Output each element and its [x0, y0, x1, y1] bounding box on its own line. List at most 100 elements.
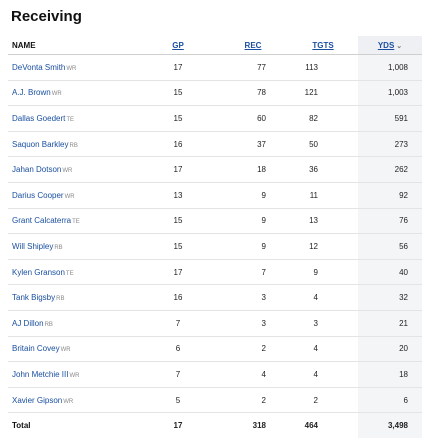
gp-cell: 17 [138, 156, 218, 183]
gp-cell: 7 [138, 310, 218, 337]
table-header-row: NAME GP REC TGTS YDS ⌄ [8, 36, 422, 55]
player-name-link[interactable]: Grant Calcaterra [12, 216, 72, 226]
column-header-rec-label[interactable]: REC [244, 40, 262, 50]
yds-cell: 32 [358, 284, 422, 311]
player-name-cell[interactable]: Kylen GransonTE [8, 259, 138, 286]
column-header-tgts[interactable]: TGTS [288, 36, 358, 55]
gp-cell: 5 [138, 387, 218, 414]
player-position: TE [65, 270, 74, 277]
gp-cell: 13 [138, 182, 218, 209]
gp-cell: 15 [138, 80, 218, 107]
tgts-cell: 4 [288, 361, 358, 388]
player-position: RB [54, 244, 63, 251]
player-position: RB [44, 321, 53, 328]
tgts-cell: 113 [288, 54, 358, 81]
player-name-link[interactable]: Xavier Gipson [12, 395, 63, 405]
player-name-cell[interactable]: Jahan DotsonWR [8, 156, 138, 183]
rec-cell: 7 [218, 259, 288, 286]
yds-cell: 1,003 [358, 80, 422, 107]
player-name-link[interactable]: AJ Dillon [12, 318, 44, 328]
rec-cell: 9 [218, 182, 288, 209]
table-row: Kylen GransonTE 17 7 9 40 [8, 259, 422, 286]
player-name-link[interactable]: Tank Bigsby [12, 293, 56, 303]
tgts-cell: 13 [288, 208, 358, 235]
player-position: RB [69, 142, 78, 149]
player-name-cell[interactable]: Tank BigsbyRB [8, 284, 138, 311]
player-name-link[interactable]: John Metchie III [12, 369, 69, 379]
player-position: RB [56, 296, 65, 303]
yds-cell: 18 [358, 361, 422, 388]
gp-cell: 7 [138, 361, 218, 388]
player-name-cell[interactable]: Xavier GipsonWR [8, 387, 138, 414]
table-row: Tank BigsbyRB 16 3 4 32 [8, 284, 422, 311]
yds-cell: 92 [358, 182, 422, 209]
player-name-cell[interactable]: Britain CoveyWR [8, 336, 138, 363]
table-row: DeVonta SmithWR 17 77 113 1,008 [8, 54, 422, 81]
tgts-cell: 2 [288, 387, 358, 414]
player-position: WR [51, 91, 62, 98]
tgts-cell: 50 [288, 131, 358, 158]
tgts-cell: 9 [288, 259, 358, 286]
column-header-yds-label[interactable]: YDS [377, 40, 395, 50]
rec-cell: 60 [218, 105, 288, 132]
column-header-yds[interactable]: YDS ⌄ [358, 36, 422, 55]
player-name-link[interactable]: Jahan Dotson [12, 165, 62, 175]
player-name-cell[interactable]: Darius CooperWR [8, 182, 138, 209]
rec-cell: 9 [218, 208, 288, 235]
player-name-link[interactable]: DeVonta Smith [12, 62, 66, 72]
player-name-link[interactable]: Kylen Granson [12, 267, 65, 277]
player-name-link[interactable]: Dallas Goedert [12, 113, 66, 123]
yds-cell: 6 [358, 387, 422, 414]
player-name-cell[interactable]: Grant CalcaterraTE [8, 208, 138, 235]
player-name-cell[interactable]: A.J. BrownWR [8, 80, 138, 107]
chevron-down-icon: ⌄ [396, 42, 403, 50]
player-name-cell[interactable]: DeVonta SmithWR [8, 54, 138, 81]
rec-cell: 3 [218, 310, 288, 337]
total-gp-cell: 17 [173, 421, 183, 431]
gp-cell: 16 [138, 284, 218, 311]
column-header-gp[interactable]: GP [138, 36, 218, 55]
yds-cell: 21 [358, 310, 422, 337]
tgts-cell: 4 [288, 284, 358, 311]
rec-cell: 2 [218, 336, 288, 363]
player-name-cell[interactable]: Saquon BarkleyRB [8, 131, 138, 158]
player-name-link[interactable]: A.J. Brown [12, 88, 51, 98]
yds-cell: 40 [358, 259, 422, 286]
table-row: Will ShipleyRB 15 9 12 56 [8, 233, 422, 260]
gp-cell: 15 [138, 105, 218, 132]
total-yds-cell: 3,498 [358, 412, 422, 438]
table-row: Grant CalcaterraTE 15 9 13 76 [8, 208, 422, 235]
gp-cell: 17 [138, 259, 218, 286]
yds-cell: 56 [358, 233, 422, 260]
total-label: Total [12, 421, 31, 431]
rec-cell: 2 [218, 387, 288, 414]
gp-cell: 15 [138, 233, 218, 260]
player-name-cell[interactable]: Dallas GoedertTE [8, 105, 138, 132]
gp-cell: 17 [138, 54, 218, 81]
yds-cell: 1,008 [358, 54, 422, 81]
column-header-tgts-label[interactable]: TGTS [312, 40, 334, 50]
rec-cell: 18 [218, 156, 288, 183]
player-name-link[interactable]: Darius Cooper [12, 190, 64, 200]
rec-cell: 9 [218, 233, 288, 260]
total-row: Total 17 318 464 3,498 [8, 412, 422, 438]
column-header-rec[interactable]: REC [218, 36, 288, 55]
player-name-link[interactable]: Will Shipley [12, 241, 54, 251]
player-position: WR [64, 193, 75, 200]
table-row: John Metchie IIIWR 7 4 4 18 [8, 361, 422, 388]
yds-cell: 20 [358, 336, 422, 363]
player-name-link[interactable]: Britain Covey [12, 344, 60, 354]
player-name-cell[interactable]: AJ DillonRB [8, 310, 138, 337]
table-row: AJ DillonRB 7 3 3 21 [8, 310, 422, 337]
player-position: TE [66, 116, 75, 123]
player-name-cell[interactable]: John Metchie IIIWR [8, 361, 138, 388]
table-row: Jahan DotsonWR 17 18 36 262 [8, 156, 422, 183]
tgts-cell: 3 [288, 310, 358, 337]
player-name-cell[interactable]: Will ShipleyRB [8, 233, 138, 260]
gp-cell: 15 [138, 208, 218, 235]
player-name-link[interactable]: Saquon Barkley [12, 139, 69, 149]
tgts-cell: 82 [288, 105, 358, 132]
column-header-gp-label[interactable]: GP [172, 40, 184, 50]
yds-cell: 591 [358, 105, 422, 132]
